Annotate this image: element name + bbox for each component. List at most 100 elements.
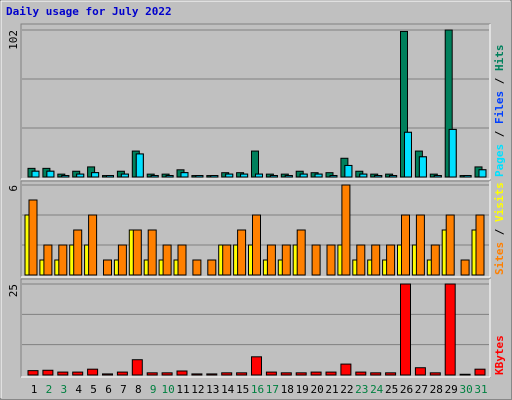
bar [463, 175, 472, 178]
bar [478, 169, 487, 178]
x-tick-label: 31 [474, 383, 487, 396]
bar [102, 373, 113, 376]
bar [27, 370, 39, 376]
legend: Pages / Files / Hits [493, 45, 506, 178]
bar [299, 173, 308, 178]
x-tick-label: 23 [355, 383, 368, 396]
bar [251, 356, 262, 376]
bar [386, 244, 396, 276]
bar [120, 173, 129, 178]
x-tick-label: 26 [400, 383, 413, 396]
x-tick-label: 24 [370, 383, 384, 396]
bar [414, 367, 426, 376]
bar [116, 371, 128, 376]
bar [146, 372, 158, 376]
bar [57, 371, 69, 376]
bar [58, 244, 68, 276]
bar [475, 214, 485, 276]
bar [28, 199, 38, 276]
bar [91, 172, 100, 178]
bar [266, 244, 276, 276]
x-tick-label: 10 [161, 383, 174, 396]
x-tick-label: 13 [206, 383, 219, 396]
bar [314, 173, 323, 178]
bar [430, 244, 440, 276]
bar [73, 229, 83, 276]
legend-separator: / [493, 71, 506, 91]
y-tick-label: 25 [7, 284, 20, 297]
x-tick-label: 7 [120, 383, 127, 396]
x-tick-label: 18 [281, 383, 294, 396]
bar [284, 175, 293, 178]
bar [269, 175, 278, 178]
bar [311, 244, 321, 276]
bar [135, 153, 144, 178]
legend: Sites / Visits [493, 182, 506, 275]
bar [280, 372, 292, 376]
x-tick-label: 28 [430, 383, 443, 396]
bar [207, 259, 217, 276]
x-tick-label: 21 [325, 383, 338, 396]
bar [265, 371, 277, 376]
y-tick-label: 6 [7, 185, 20, 192]
x-tick-label: 12 [191, 383, 204, 396]
bar [206, 373, 218, 376]
bar [445, 214, 455, 276]
y-tick-label: 102 [7, 30, 20, 50]
bar [72, 371, 84, 376]
bar [295, 372, 307, 376]
bar [42, 369, 54, 376]
x-tick-label: 3 [60, 383, 67, 396]
bar [444, 283, 456, 376]
legend-separator: / [493, 222, 506, 242]
bar [385, 372, 397, 376]
bar [281, 244, 291, 276]
x-tick-label: 17 [266, 383, 279, 396]
bar [117, 244, 127, 276]
bar [310, 371, 322, 376]
bar [192, 259, 202, 276]
bar [474, 368, 486, 376]
x-tick-label: 8 [135, 383, 142, 396]
bar [459, 373, 471, 376]
bar [400, 283, 411, 376]
bar [240, 173, 249, 178]
bar [222, 244, 232, 276]
bar [31, 170, 40, 178]
bar [46, 170, 55, 178]
x-tick-label: 15 [236, 383, 249, 396]
x-tick-label: 22 [340, 383, 353, 396]
legend: KBytes [493, 335, 506, 375]
bar [359, 173, 368, 178]
bar [162, 244, 172, 276]
bar [61, 175, 70, 178]
x-tick-label: 19 [296, 383, 309, 396]
bar [429, 372, 441, 376]
bar [150, 175, 159, 178]
bar [326, 244, 336, 276]
bar [191, 373, 203, 376]
bar [460, 259, 470, 276]
bar [180, 172, 189, 178]
bar [106, 175, 114, 178]
bar [355, 371, 367, 376]
x-tick-label: 16 [251, 383, 264, 396]
legend-entry: KBytes [493, 335, 506, 375]
bar [296, 229, 306, 276]
bar [43, 244, 53, 276]
bar [210, 175, 219, 178]
bar [448, 128, 457, 178]
bar [195, 175, 204, 178]
legend-separator: / [493, 124, 506, 144]
x-tick-label: 25 [385, 383, 398, 396]
bar [87, 368, 99, 376]
bar [147, 229, 157, 276]
bar [252, 214, 261, 276]
bar [329, 175, 338, 178]
bar [418, 156, 427, 178]
bar [344, 164, 353, 178]
x-tick-label: 1 [31, 383, 38, 396]
x-tick-label: 2 [46, 383, 53, 396]
bar [404, 131, 412, 178]
